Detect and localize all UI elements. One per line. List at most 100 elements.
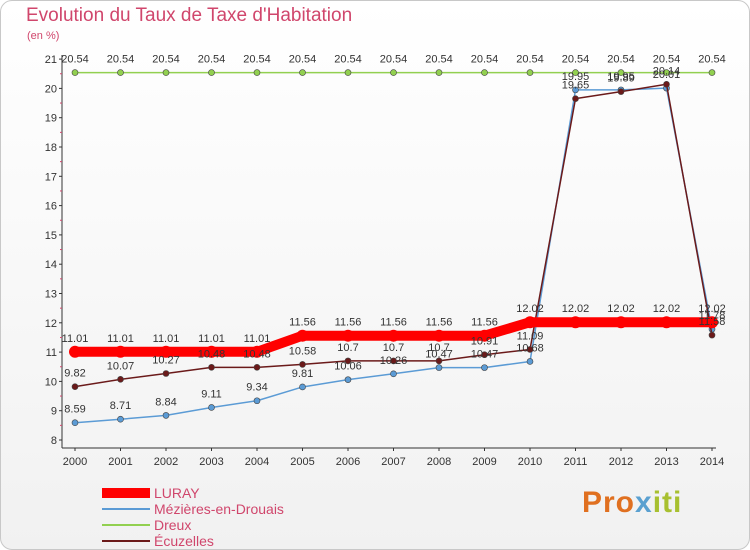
data-label: 10.7 — [337, 342, 358, 354]
data-point — [660, 316, 673, 329]
data-point — [708, 69, 716, 76]
data-point — [435, 357, 443, 365]
data-point — [114, 345, 127, 358]
data-point — [253, 397, 261, 405]
data-point — [390, 69, 397, 76]
data-point — [162, 69, 170, 76]
data-label: 10.48 — [198, 348, 226, 360]
data-point — [342, 329, 354, 342]
data-label: 11.01 — [153, 333, 180, 345]
data-point — [69, 345, 81, 358]
data-label: 19.95 — [607, 71, 635, 83]
data-label: 11.78 — [699, 310, 726, 322]
data-point — [481, 69, 488, 76]
data-point — [344, 69, 352, 76]
y-tick-label: 13 — [45, 289, 57, 301]
x-tick-label: 2004 — [245, 456, 269, 468]
data-point — [481, 364, 488, 371]
data-label: 20.14 — [653, 65, 681, 77]
x-tick-label: 2003 — [199, 456, 223, 468]
data-label: 10.68 — [516, 342, 544, 354]
x-tick-label: 2000 — [63, 456, 87, 468]
y-tick-label: 16 — [45, 201, 57, 213]
data-label: 8.59 — [64, 404, 85, 416]
data-label: 10.91 — [471, 336, 499, 348]
data-label: 10.7 — [428, 342, 449, 354]
data-label: 10.07 — [107, 360, 135, 372]
data-point — [299, 69, 306, 76]
data-label: 20.54 — [607, 54, 635, 66]
data-point — [572, 86, 579, 94]
legend-swatch-mezieres — [102, 508, 150, 510]
data-label: 11.01 — [198, 333, 225, 345]
y-tick-label: 11 — [46, 347, 57, 359]
data-label: 12.02 — [607, 303, 635, 315]
data-label: 20.54 — [243, 54, 271, 66]
x-tick-label: 2001 — [108, 456, 132, 468]
data-label: 10.47 — [471, 349, 499, 361]
data-point — [526, 69, 534, 76]
data-point — [299, 361, 306, 368]
data-point — [162, 412, 170, 419]
data-label: 11.01 — [62, 333, 89, 345]
data-label: 9.82 — [64, 368, 85, 380]
y-tick-label: 18 — [45, 142, 57, 154]
data-point — [615, 316, 627, 329]
chart-subtitle: (en %) — [27, 30, 60, 42]
x-tick-label: 2013 — [654, 456, 678, 468]
data-label: 20.54 — [334, 54, 362, 66]
y-tick-label: 10 — [45, 376, 57, 388]
data-point — [71, 69, 79, 76]
data-point — [208, 404, 215, 411]
data-point — [435, 364, 443, 371]
data-point — [526, 346, 534, 353]
data-point — [296, 329, 309, 342]
data-point — [117, 415, 124, 423]
data-label: 11.58 — [699, 316, 726, 328]
data-label: 20.54 — [289, 54, 317, 66]
data-label: 20.54 — [107, 54, 135, 66]
data-point — [569, 316, 582, 329]
data-label: 10.27 — [152, 354, 180, 366]
data-label: 20.54 — [425, 54, 453, 66]
data-label: 10.58 — [289, 345, 317, 357]
y-tick-label: 19 — [45, 113, 57, 125]
y-tick-label: 20 — [45, 83, 57, 95]
data-label: 11.01 — [244, 333, 271, 345]
x-tick-label: 2002 — [154, 456, 178, 468]
data-point — [478, 329, 491, 342]
legend-swatch-dreux — [102, 524, 150, 526]
y-tick-label: 21 — [45, 54, 57, 66]
data-label: 9.34 — [246, 382, 267, 394]
x-tick-label: 2006 — [336, 456, 360, 468]
x-tick-label: 2010 — [518, 456, 542, 468]
data-point — [663, 80, 670, 88]
data-label: 11.56 — [335, 317, 362, 329]
data-label: 9.11 — [201, 388, 222, 400]
data-point — [390, 357, 397, 365]
data-label: 11.56 — [471, 317, 498, 329]
data-label: 20.54 — [698, 54, 726, 66]
data-label: 20.01 — [653, 69, 681, 81]
data-label: 11.01 — [107, 333, 134, 345]
data-label: 20.54 — [562, 54, 590, 66]
data-label: 19.95 — [562, 71, 590, 83]
data-point — [71, 383, 79, 390]
data-label: 20.54 — [152, 54, 180, 66]
data-label: 12.02 — [516, 303, 544, 315]
data-label: 12.02 — [562, 303, 590, 315]
data-label: 8.71 — [110, 400, 131, 412]
data-label: 10.26 — [380, 355, 408, 367]
y-tick-label: 14 — [45, 259, 57, 271]
data-point — [299, 383, 306, 391]
data-label: 19.65 — [562, 80, 590, 92]
legend-swatch-luray — [102, 488, 150, 498]
x-tick-label: 2007 — [381, 456, 405, 468]
data-point — [253, 364, 261, 371]
data-label: 20.54 — [653, 54, 681, 66]
data-point — [663, 69, 670, 76]
legend-label-luray: LURAY — [154, 485, 200, 501]
data-label: 20.54 — [471, 54, 499, 66]
data-point — [572, 95, 579, 102]
